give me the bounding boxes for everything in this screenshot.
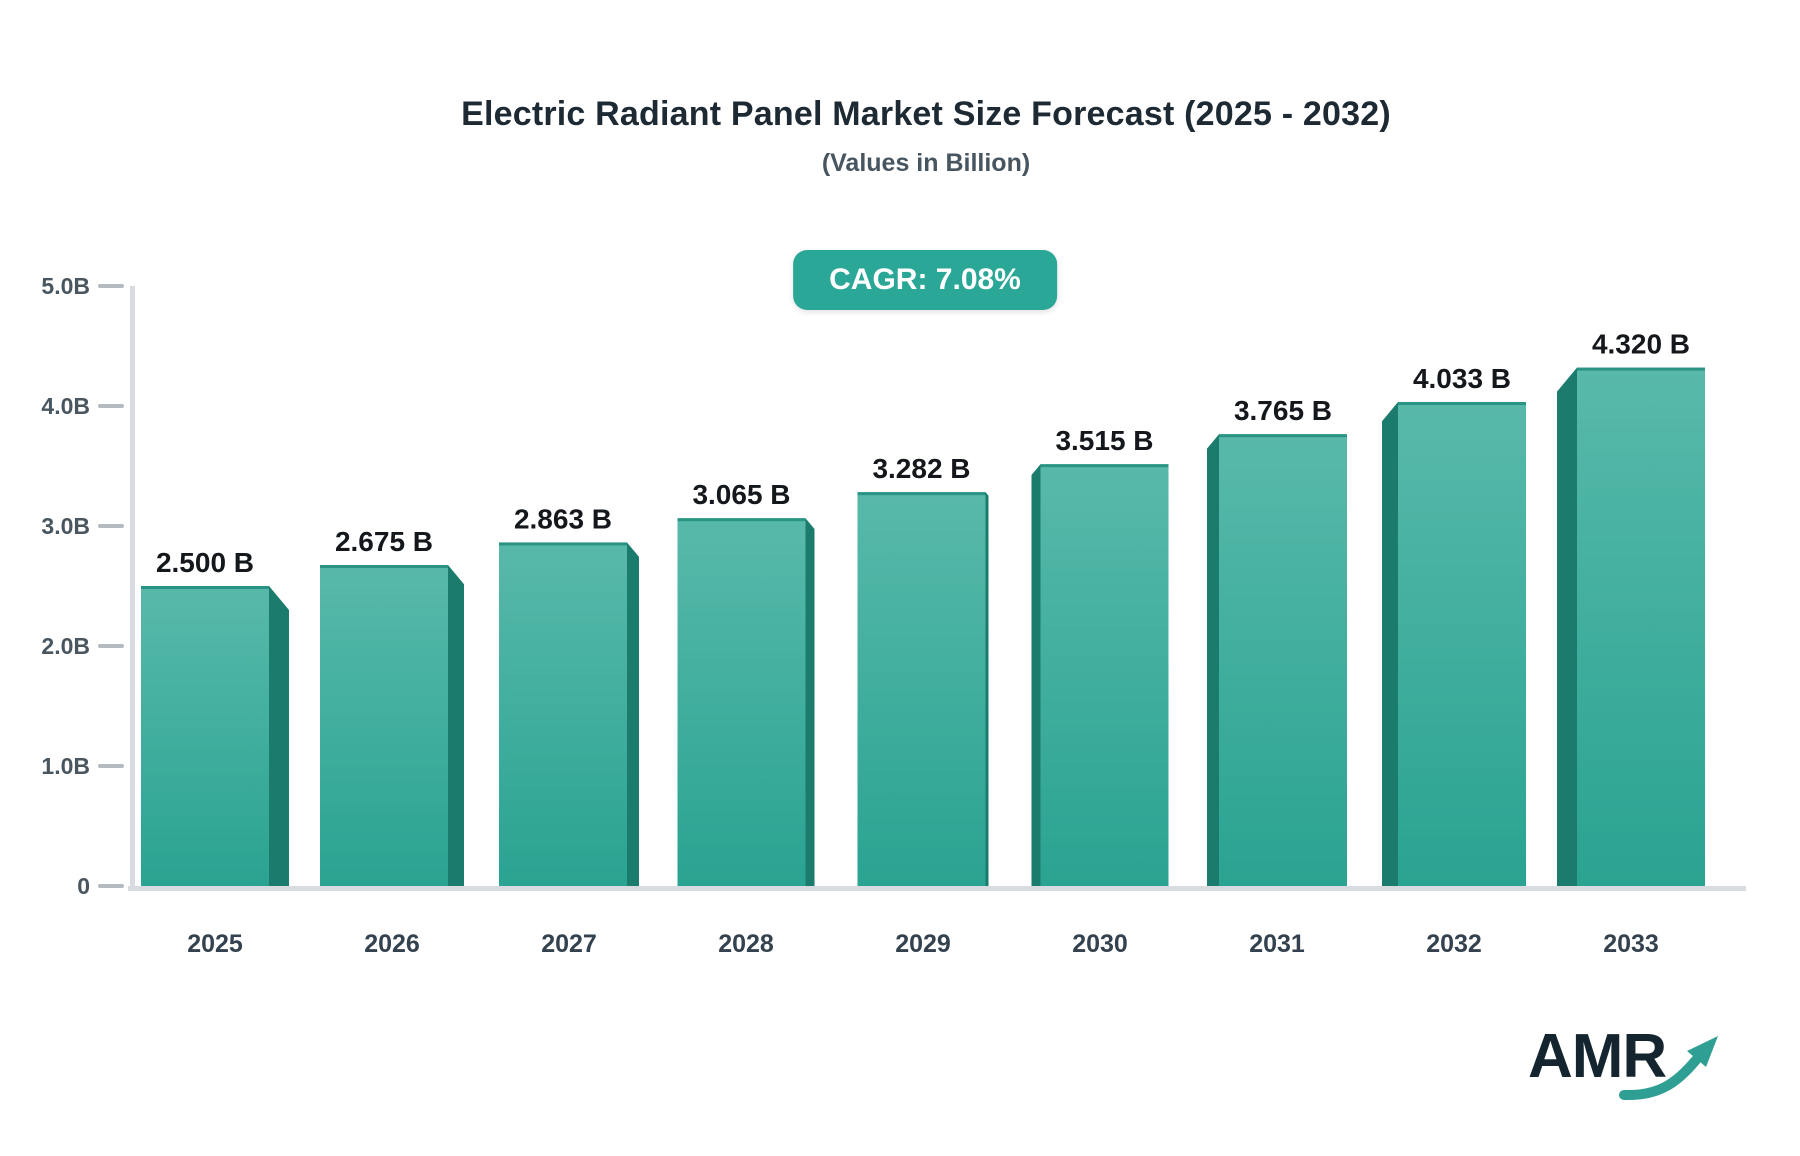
y-tick-label: 0 [77,873,90,899]
bar-value-label: 3.282 B [872,453,970,484]
bar [320,565,448,886]
growth-arrow-icon [1619,1036,1718,1101]
bar-side-face [269,586,289,886]
bar-side-face [985,492,989,886]
bar-value-label: 4.033 B [1413,363,1511,394]
x-axis-label: 2031 [1249,930,1305,958]
y-tick-dash [98,764,124,768]
x-axis-label: 2028 [718,930,774,958]
bar-value-label: 4.320 B [1592,329,1690,360]
bar-top-edge [1398,402,1526,406]
bar-value-label: 3.765 B [1234,395,1332,426]
y-tick-label: 3.0B [41,513,90,539]
amr-logo: AMR [1528,1026,1738,1106]
bar-top-edge [499,542,627,546]
x-axis-label: 2029 [895,930,951,958]
bar [1577,367,1705,887]
bar-value-label: 2.675 B [335,526,433,557]
bar-side-face [805,518,815,886]
bar [677,518,806,886]
x-axis-label: 2026 [364,930,420,958]
bar-value-label: 2.500 B [156,547,254,578]
bar-side-face [627,542,639,886]
bar-side-face [1557,367,1577,887]
chart-title: Electric Radiant Panel Market Size Forec… [461,95,1391,133]
bar-top-edge [1219,434,1347,438]
bar-side-face [1382,402,1398,886]
bar [1398,402,1526,886]
bar [1040,464,1169,886]
bar-side-face [448,565,464,886]
bar [499,542,627,886]
y-tick-dash [98,644,124,648]
bar-value-label: 2.863 B [514,503,612,534]
cagr-badge-label: CAGR: 7.08% [829,263,1021,296]
bar-side-face [1031,464,1041,886]
bar-top-edge [141,586,269,589]
x-axis-label: 2030 [1072,930,1128,958]
y-tick-label: 5.0B [41,273,90,299]
y-axis-line [130,286,135,891]
bar-top-edge [1577,367,1705,371]
bar-top-edge [320,565,448,568]
growth-arrow-curve [1619,1055,1701,1101]
bar [1219,434,1347,886]
bar-top-edge [857,492,986,496]
y-tick-label: 4.0B [41,393,90,419]
x-axis-label: 2032 [1426,930,1482,958]
bar-top-edge [1040,464,1169,468]
bar-value-label: 3.065 B [692,479,790,510]
y-tick-label: 1.0B [41,753,90,779]
bar [857,492,986,886]
growth-arrow-head [1687,1036,1718,1067]
x-axis-label: 2027 [541,930,597,958]
chart-header: Electric Radiant Panel Market Size Forec… [26,94,1800,178]
y-tick-label: 2.0B [41,633,90,659]
chart-subtitle: (Values in Billion) [821,148,1031,177]
x-axis-line [128,886,1746,891]
y-tick-dash [98,524,124,528]
x-axis-label: 2025 [187,930,243,958]
amr-logo-text: AMR [1528,1022,1667,1091]
y-tick-dash [98,884,124,888]
y-tick-dash [98,284,124,288]
cagr-badge: CAGR: 7.08% [793,250,1057,310]
bar [141,586,269,886]
bar-value-label: 3.515 B [1055,425,1153,456]
bar-side-face [1207,434,1219,886]
bar-top-edge [677,518,806,522]
x-axis-label: 2033 [1603,930,1659,958]
y-tick-dash [98,404,124,408]
